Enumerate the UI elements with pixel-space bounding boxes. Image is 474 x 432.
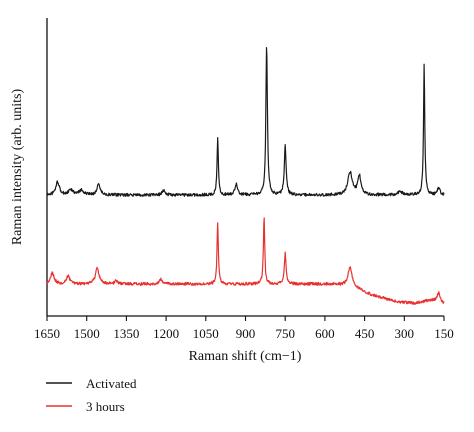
x-tick-label-450: 450 bbox=[355, 326, 375, 341]
legend-item-activated: Activated bbox=[46, 376, 137, 391]
legend-label-3-hours: 3 hours bbox=[86, 399, 125, 414]
x-tick-label-1050: 1050 bbox=[193, 326, 219, 341]
x-tick-label-600: 600 bbox=[315, 326, 335, 341]
legend-item-3-hours: 3 hours bbox=[46, 399, 125, 414]
x-tick-label-150: 150 bbox=[434, 326, 454, 341]
series-line-3-hours bbox=[46, 217, 445, 305]
legend-label-activated: Activated bbox=[86, 376, 137, 391]
x-ticks: 1650 1500 1350 1200 1050 900 750 600 450 300 150 bbox=[34, 316, 454, 341]
x-tick-label-900: 900 bbox=[236, 326, 256, 341]
series-group bbox=[46, 46, 445, 305]
x-tick-label-1500: 1500 bbox=[74, 326, 100, 341]
x-tick-label-1200: 1200 bbox=[153, 326, 179, 341]
y-axis-title: Raman intensity (arb. units) bbox=[10, 89, 25, 246]
x-tick-label-1350: 1350 bbox=[113, 326, 139, 341]
x-tick-label-300: 300 bbox=[395, 326, 415, 341]
x-tick-label-750: 750 bbox=[275, 326, 295, 341]
series-line-activated bbox=[46, 46, 445, 197]
x-tick-label-1650: 1650 bbox=[34, 326, 60, 341]
x-axis-title: Raman shift (cm−1) bbox=[189, 349, 302, 364]
legend: Activated 3 hours bbox=[46, 376, 137, 414]
plot-area: 1650 1500 1350 1200 1050 900 750 600 450 300 150 bbox=[34, 18, 454, 341]
